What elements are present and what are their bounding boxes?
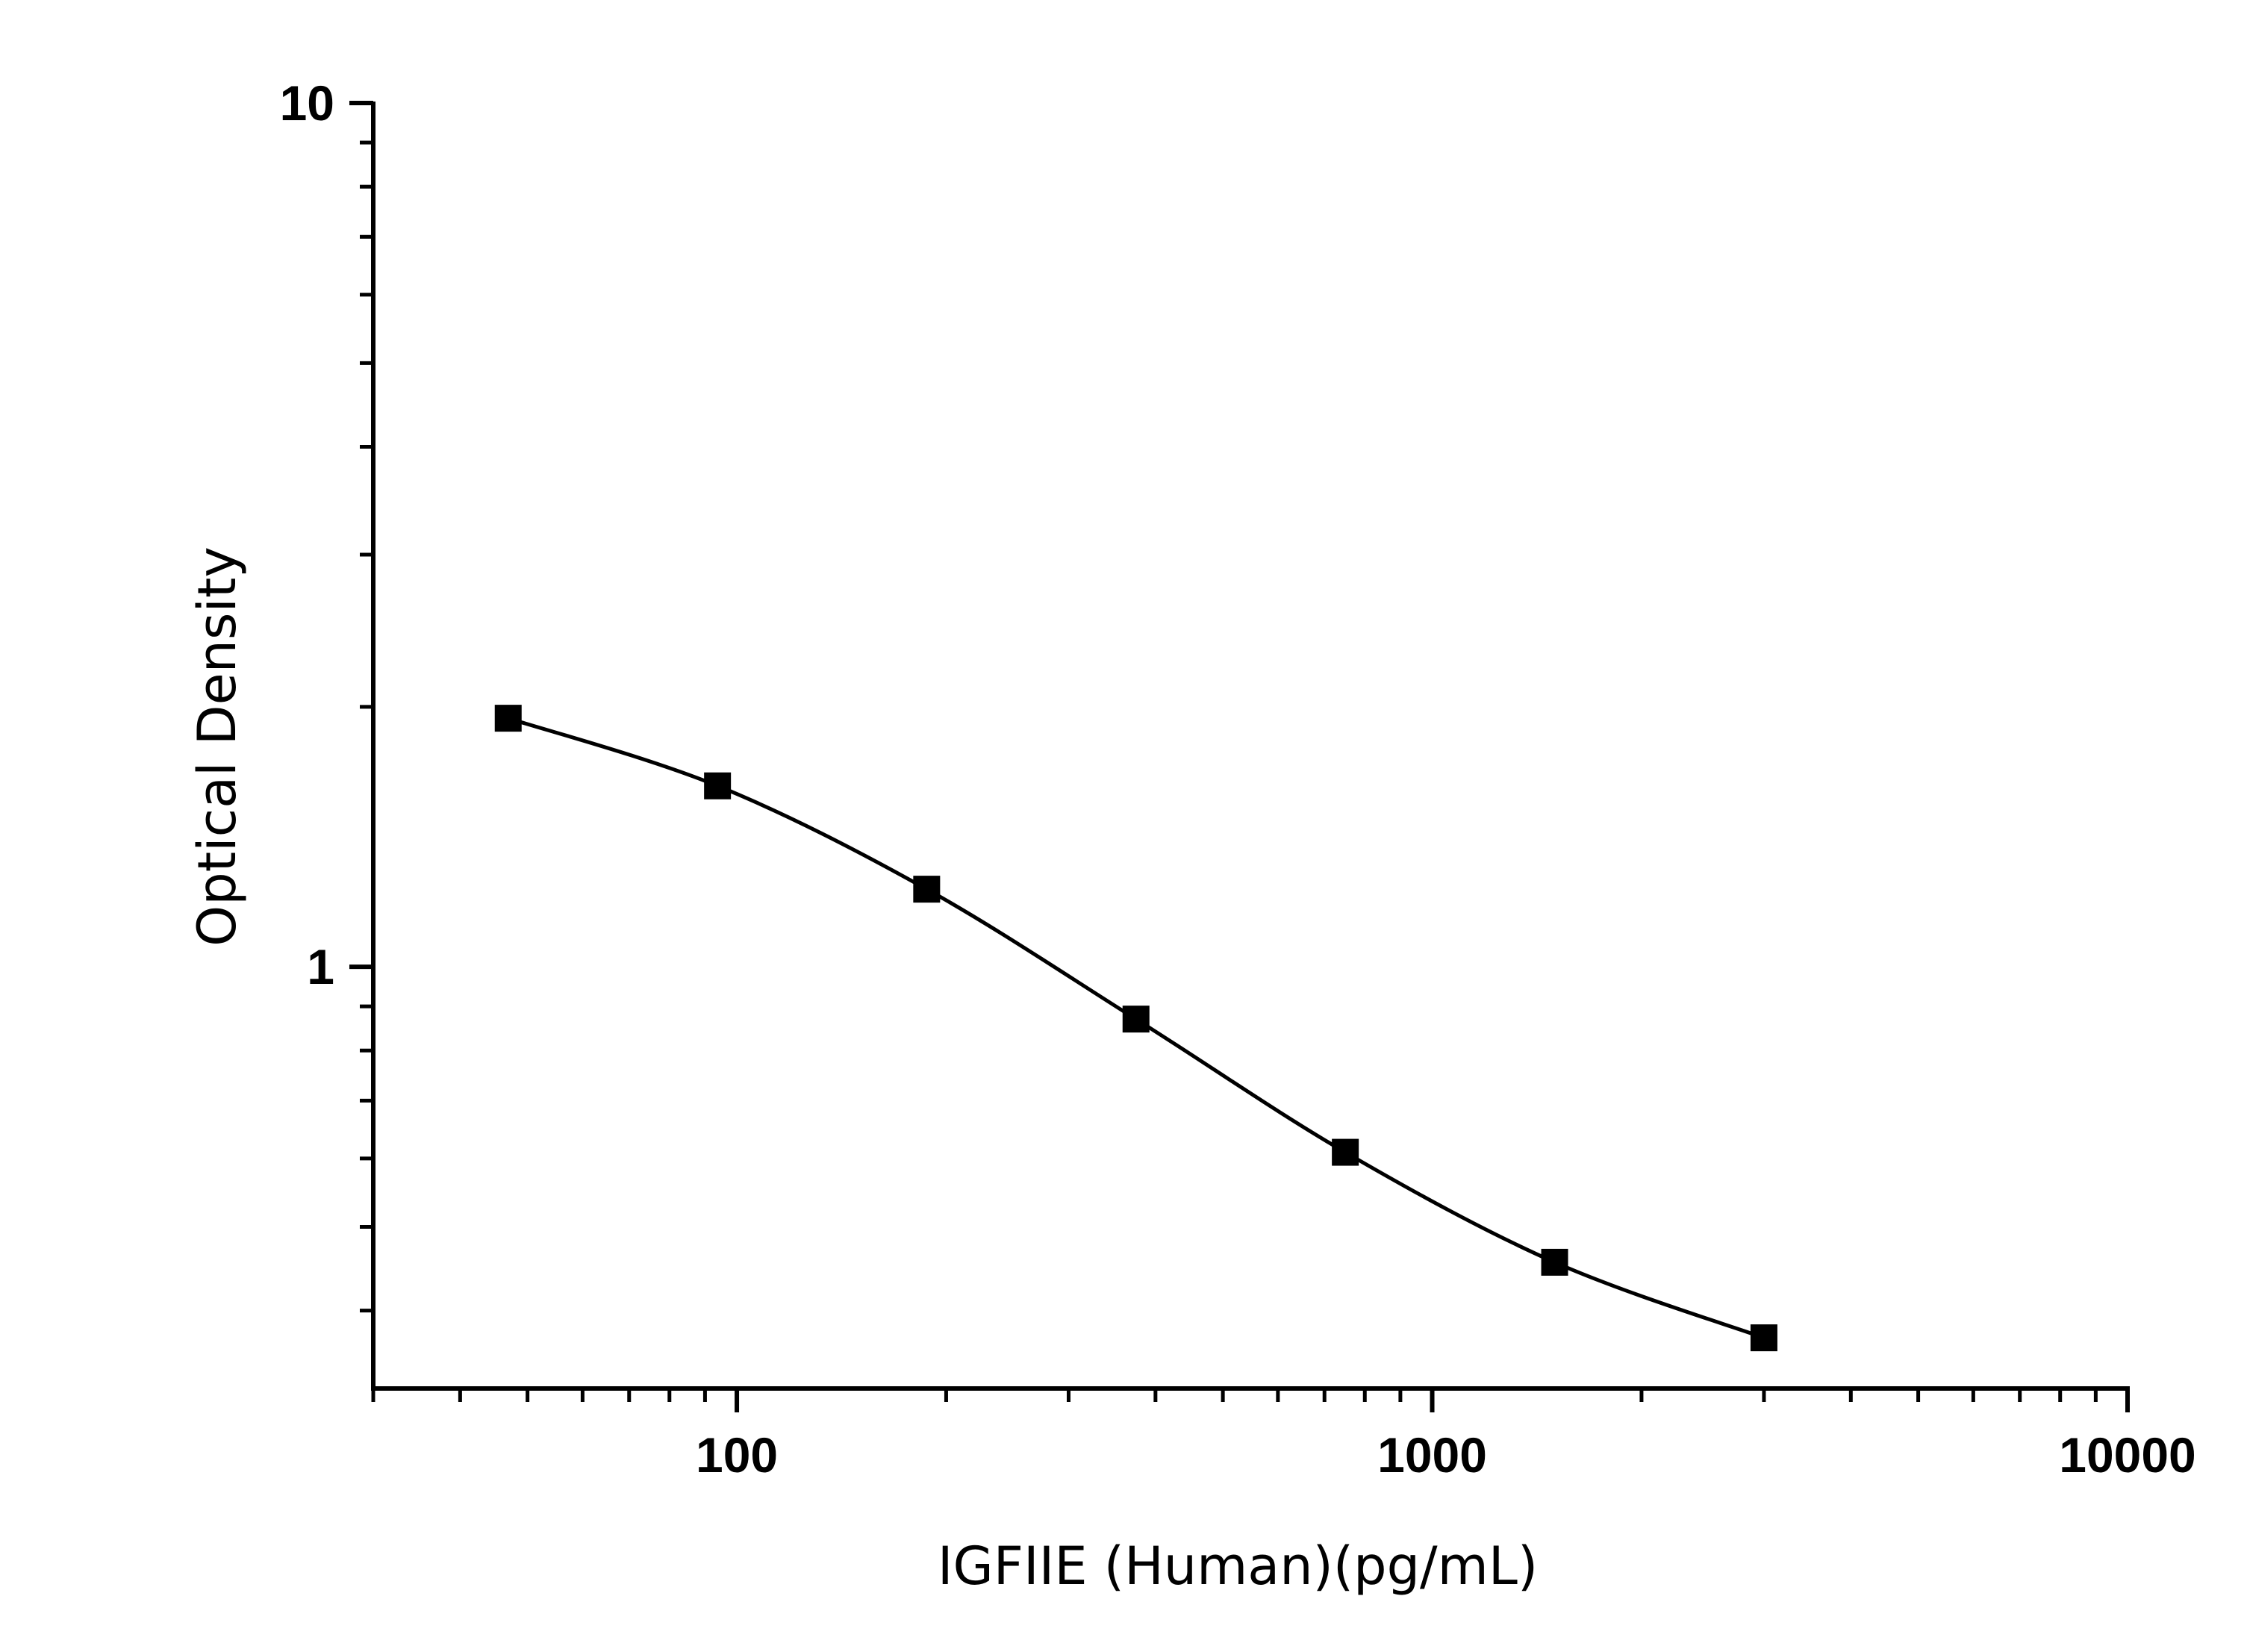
minor-ticks (360, 140, 2098, 1402)
axes (371, 102, 2130, 1391)
data-points (494, 705, 1777, 1352)
tick-labels: 100 1000 10000 1 10 (280, 75, 2196, 1483)
data-point (1750, 1324, 1777, 1352)
y-axis-title: Optical Density (187, 546, 248, 947)
y-tick-label: 1 (307, 939, 334, 994)
data-point (913, 876, 941, 903)
x-tick-label: 10000 (2059, 1427, 2196, 1483)
data-point (1332, 1138, 1359, 1166)
x-axis-title: IGFIIE (Human)(pg/mL) (938, 1536, 1538, 1597)
data-point (494, 705, 522, 732)
data-point (1541, 1248, 1568, 1276)
data-point (704, 772, 732, 799)
x-tick-label: 1000 (1377, 1427, 1487, 1483)
x-tick-label: 100 (696, 1427, 778, 1483)
y-tick-label: 10 (280, 75, 334, 131)
data-point (1122, 1006, 1150, 1033)
major-ticks (349, 101, 2130, 1412)
